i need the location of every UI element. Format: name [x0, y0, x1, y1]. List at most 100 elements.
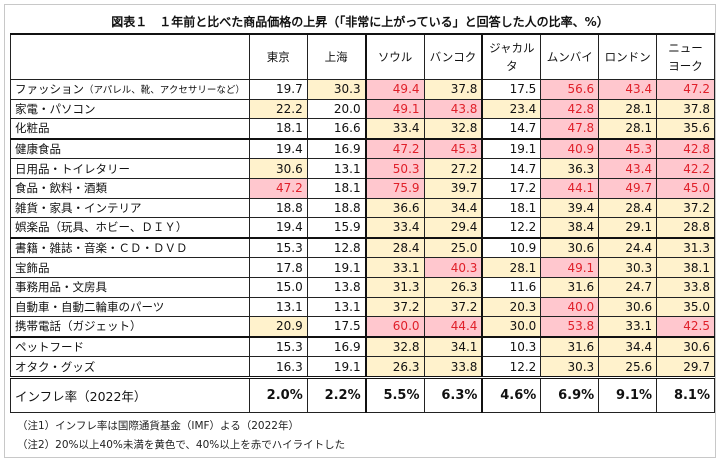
value-cell: 47.8 [540, 118, 600, 140]
value-cell: 40.0 [540, 296, 600, 318]
row-label: 健康食品 [10, 137, 250, 160]
table-row: 携帯電話（ガジェット） 20.9 17.5 60.0 44.4 30.0 53.8 33.1 4… [10, 316, 715, 338]
row-label-text: 携帯電話（ガジェット） [15, 319, 142, 334]
value-cell: 18.8 [248, 197, 308, 219]
value-cell: 12.2 [481, 356, 542, 378]
value-cell: 39.4 [540, 197, 600, 219]
value-cell: 50.3 [364, 158, 425, 179]
value-cell: 24.4 [598, 236, 658, 259]
value-cell: 30.3 [306, 79, 367, 100]
value-cell: 47.2 [364, 137, 425, 160]
value-cell: 37.2 [423, 296, 483, 318]
row-label-text: ファッション [15, 82, 84, 97]
row-label: ペットフード [10, 335, 250, 358]
value-cell: 20.0 [306, 98, 367, 120]
value-cell: 19.1 [481, 137, 542, 160]
row-label-text: 食品・飲料・酒類 [15, 181, 107, 196]
value-cell: 10.9 [481, 236, 542, 259]
value-cell: 44.1 [540, 177, 600, 199]
inflation-cell: 8.1% [656, 375, 715, 413]
table-row: 娯楽品（玩具、ホビー、ＤＩＹ） 19.4 15.9 33.4 29.4 12.2 38.4 2… [10, 217, 715, 239]
value-cell: 42.5 [656, 316, 715, 338]
value-cell: 28.8 [656, 217, 715, 239]
inflation-cell: 6.3% [423, 375, 483, 413]
table-row: ペットフード 15.3 16.9 32.8 34.1 10.3 31.6 34.4 30.6 [10, 335, 715, 358]
value-cell: 15.3 [248, 236, 308, 259]
value-cell: 29.4 [423, 217, 483, 239]
note-1: （注1）インフレ率は国際通貨基金（IMF）よる（2022年） [17, 420, 299, 432]
row-label: 家電・パソコン [10, 98, 250, 120]
table-row: ファッション（アパレル、靴、アクセサリーなど） 19.7 30.3 49.4 37.8 1… [10, 79, 715, 100]
row-label: 携帯電話（ガジェット） [10, 316, 250, 338]
value-cell: 34.4 [598, 335, 658, 358]
value-cell: 44.4 [423, 316, 483, 338]
value-cell: 36.3 [540, 158, 600, 179]
value-cell: 23.4 [481, 98, 542, 120]
value-cell: 13.1 [306, 296, 367, 318]
table-row: 自動車・自動二輪車のパーツ 13.1 13.1 37.2 37.2 20.3 40.0 30.… [10, 296, 715, 318]
value-cell: 47.2 [248, 177, 308, 199]
value-cell: 43.8 [423, 98, 483, 120]
table-row: 健康食品 19.4 16.9 47.2 45.3 19.1 40.9 45.3 42.8 [10, 137, 715, 160]
row-label-note: （アパレル、靴、アクセサリーなど） [84, 85, 245, 97]
table-row: 化粧品 18.1 16.6 33.4 32.8 14.7 47.8 28.1 35.6 [10, 118, 715, 140]
value-cell: 18.1 [481, 197, 542, 219]
column-header: ニュー ヨーク [656, 33, 715, 80]
value-cell: 36.6 [364, 197, 425, 219]
value-cell: 25.6 [598, 356, 658, 378]
value-cell: 75.9 [364, 177, 425, 199]
value-cell: 18.1 [248, 118, 308, 140]
value-cell: 43.4 [598, 158, 658, 179]
value-cell: 32.8 [364, 335, 425, 358]
table-row: 書籍・雑誌・音楽・ＣＤ・ＤＶＤ 15.3 12.8 28.4 25.0 10.9 30.6 2… [10, 236, 715, 259]
value-cell: 45.3 [423, 137, 483, 160]
value-cell: 22.2 [248, 98, 308, 120]
value-cell: 14.7 [481, 118, 542, 140]
value-cell: 20.9 [248, 316, 308, 338]
table-title: 図表１ １年前と比べた商品価格の上昇（「非常に上がっている」と回答した人の比率、… [111, 15, 609, 29]
value-cell: 31.3 [364, 276, 425, 298]
value-cell: 16.9 [306, 335, 367, 358]
value-cell: 16.3 [248, 356, 308, 378]
value-cell: 32.8 [423, 118, 483, 140]
value-cell: 45.0 [656, 177, 715, 199]
inflation-label: インフレ率（2022年） [10, 375, 250, 413]
value-cell: 56.6 [540, 79, 600, 100]
value-cell: 30.6 [598, 296, 658, 318]
value-cell: 42.8 [656, 137, 715, 160]
table-row: 日用品・トイレタリー 30.6 13.1 50.3 27.2 14.7 36.3 43.4 42… [10, 158, 715, 179]
value-cell: 16.6 [306, 118, 367, 140]
value-cell: 30.6 [656, 335, 715, 358]
value-cell: 29.1 [598, 217, 658, 239]
value-cell: 27.2 [423, 158, 483, 179]
value-cell: 37.8 [656, 98, 715, 120]
price-increase-table: 東京 上海 ソウル バンコク ジャカルタ ムンバイ ロンドン ニュー ヨーク ファッション（ア… [10, 33, 715, 413]
column-header: 東京 [248, 33, 308, 80]
value-cell: 17.5 [481, 79, 542, 100]
value-cell: 16.9 [306, 137, 367, 160]
value-cell: 15.3 [248, 335, 308, 358]
column-header: バンコク [423, 33, 483, 80]
value-cell: 10.3 [481, 335, 542, 358]
value-cell: 37.2 [656, 197, 715, 219]
row-label-text: ペットフード [15, 340, 84, 355]
row-label: 雑貨・家具・インテリア [10, 197, 250, 219]
value-cell: 31.6 [540, 335, 600, 358]
value-cell: 30.0 [481, 316, 542, 338]
value-cell: 19.1 [306, 257, 367, 278]
note-2: （注2）20%以上40%未満を黄色で、40%以上を赤でハイライトした [17, 439, 346, 451]
value-cell: 35.6 [656, 118, 715, 140]
value-cell: 60.0 [364, 316, 425, 338]
value-cell: 25.0 [423, 236, 483, 259]
value-cell: 12.2 [481, 217, 542, 239]
value-cell: 31.6 [540, 276, 600, 298]
value-cell: 33.1 [364, 257, 425, 278]
value-cell: 26.3 [364, 356, 425, 378]
value-cell: 34.1 [423, 335, 483, 358]
row-label-text: 化粧品 [15, 121, 50, 136]
value-cell: 28.4 [364, 236, 425, 259]
row-label-text: 日用品・トイレタリー [15, 161, 130, 176]
value-cell: 28.4 [598, 197, 658, 219]
value-cell: 26.3 [423, 276, 483, 298]
row-label-text: 自動車・自動二輪車のパーツ [15, 299, 165, 314]
